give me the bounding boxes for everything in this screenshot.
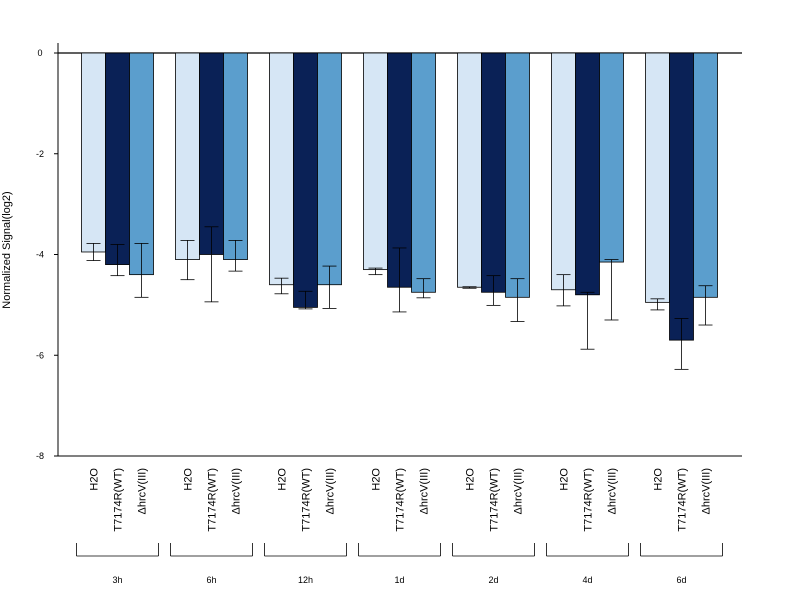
x-category-label: H2O <box>89 468 101 491</box>
bar <box>269 52 294 286</box>
x-category-label: T7174R(WT) <box>113 468 125 532</box>
x-category-label: H2O <box>465 468 477 491</box>
bar <box>481 52 506 293</box>
bar <box>457 52 482 288</box>
x-category-label: T7174R(WT) <box>395 468 407 532</box>
x-category-label: H2O <box>183 468 195 491</box>
x-category-label: T7174R(WT) <box>301 468 313 532</box>
y-axis-label: Normalized Signal(log2) <box>1 191 13 308</box>
bar <box>223 52 248 260</box>
x-category-label: H2O <box>653 468 665 491</box>
x-category-label: ΔhrcV(III) <box>701 468 713 514</box>
bar <box>175 52 200 260</box>
x-category-label: ΔhrcV(III) <box>137 468 149 514</box>
bar <box>551 52 576 291</box>
bar <box>317 52 342 286</box>
group-label: 3h <box>112 575 122 585</box>
group-label: 6h <box>206 575 216 585</box>
y-tick-label: -2 <box>36 149 44 159</box>
group-label: 12h <box>298 575 313 585</box>
y-tick-label: -6 <box>36 350 44 360</box>
group-label: 4d <box>582 575 592 585</box>
bar <box>599 52 624 263</box>
bar <box>363 52 388 271</box>
bar <box>411 52 436 293</box>
group-label: 1d <box>394 575 404 585</box>
x-category-label: ΔhrcV(III) <box>607 468 619 514</box>
bar <box>105 52 130 265</box>
x-category-label: ΔhrcV(III) <box>513 468 525 514</box>
x-category-label: T7174R(WT) <box>583 468 595 532</box>
y-tick-label: -4 <box>36 250 44 260</box>
bar <box>129 52 154 276</box>
x-category-label: H2O <box>371 468 383 491</box>
bar <box>575 52 600 296</box>
bar <box>81 52 106 253</box>
y-tick-label: -8 <box>36 451 44 461</box>
bar <box>645 52 670 303</box>
bar <box>293 52 318 308</box>
x-category-label: ΔhrcV(III) <box>419 468 431 514</box>
group-label: 6d <box>676 575 686 585</box>
x-category-label: T7174R(WT) <box>677 468 689 532</box>
y-tick-label: 0 <box>37 48 42 58</box>
x-category-label: T7174R(WT) <box>489 468 501 532</box>
bar <box>669 52 694 341</box>
group-label: 2d <box>488 575 498 585</box>
x-category-label: ΔhrcV(III) <box>325 468 337 514</box>
x-category-label: ΔhrcV(III) <box>231 468 243 514</box>
x-category-label: T7174R(WT) <box>207 468 219 532</box>
x-category-label: H2O <box>277 468 289 491</box>
x-category-label: H2O <box>559 468 571 491</box>
bar <box>693 52 718 298</box>
bar <box>505 52 530 298</box>
bar <box>199 52 224 255</box>
